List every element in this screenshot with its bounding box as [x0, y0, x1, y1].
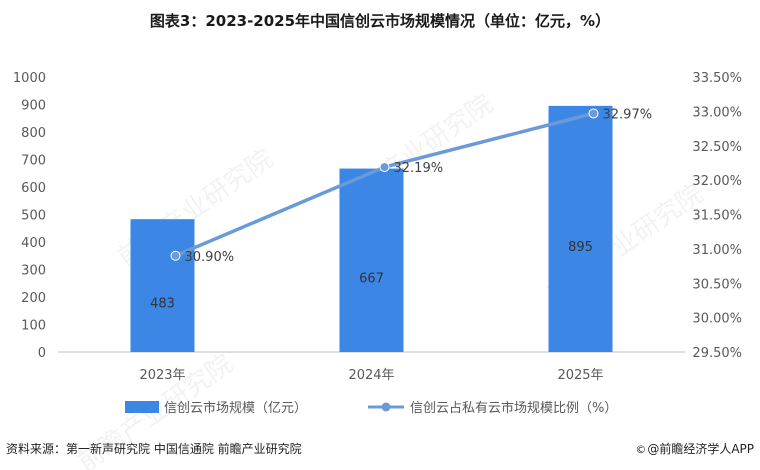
x-axis-tick: 2023年 — [139, 368, 185, 383]
bar — [339, 168, 404, 352]
legend-bar-swatch — [125, 401, 159, 413]
left-axis-tick: 400 — [21, 236, 46, 251]
bar-value-label: 667 — [359, 271, 384, 286]
right-axis-tick: 31.00% — [692, 243, 742, 258]
line-value-label: 32.97% — [603, 107, 653, 122]
bar — [548, 105, 613, 352]
line-value-label: 32.19% — [394, 161, 444, 176]
chart-title: 图表3：2023-2025年中国信创云市场规模情况（单位：亿元，%） — [149, 12, 611, 30]
left-axis-tick: 900 — [21, 99, 46, 114]
right-axis-tick: 33.50% — [692, 71, 742, 86]
right-axis-tick: 32.00% — [692, 174, 742, 189]
line-point — [170, 250, 181, 261]
bar-value-label: 483 — [150, 297, 175, 312]
line-point — [588, 108, 599, 119]
right-axis-tick: 32.50% — [692, 140, 742, 155]
bar — [130, 219, 195, 352]
left-axis-tick: 700 — [21, 154, 46, 169]
right-axis-tick: 30.50% — [692, 277, 742, 292]
line-value-label: 30.90% — [185, 250, 235, 265]
left-axis-tick: 300 — [21, 264, 46, 279]
legend-line-label: 信创云占私有云市场规模比例（%） — [410, 400, 617, 416]
x-axis-tick: 2025年 — [557, 368, 603, 383]
x-axis-tick: 2024年 — [348, 368, 394, 383]
legend-line-marker — [381, 402, 391, 412]
left-axis-tick: 800 — [21, 126, 46, 141]
bar-value-label: 895 — [568, 240, 593, 255]
left-axis-tick: 1000 — [13, 71, 46, 86]
left-axis-tick: 0 — [38, 346, 46, 361]
right-axis-tick: 31.50% — [692, 209, 742, 224]
copyright-icon: © — [635, 443, 647, 456]
credit-text: @前瞻经济学人APP — [647, 442, 754, 456]
right-axis-tick: 30.00% — [692, 312, 742, 327]
right-axis-tick: 29.50% — [692, 346, 742, 361]
credit: ©@前瞻经济学人APP — [635, 440, 754, 457]
source-note: 资料来源：第一新声研究院 中国信通院 前瞻产业研究院 — [6, 442, 302, 456]
left-axis-tick: 100 — [21, 319, 46, 334]
right-axis-tick: 33.00% — [692, 105, 742, 120]
left-axis-tick: 600 — [21, 181, 46, 196]
left-axis-tick: 200 — [21, 291, 46, 306]
left-axis-tick: 500 — [21, 209, 46, 224]
legend-bar-label: 信创云市场规模（亿元） — [164, 400, 307, 416]
line-point — [379, 162, 390, 173]
